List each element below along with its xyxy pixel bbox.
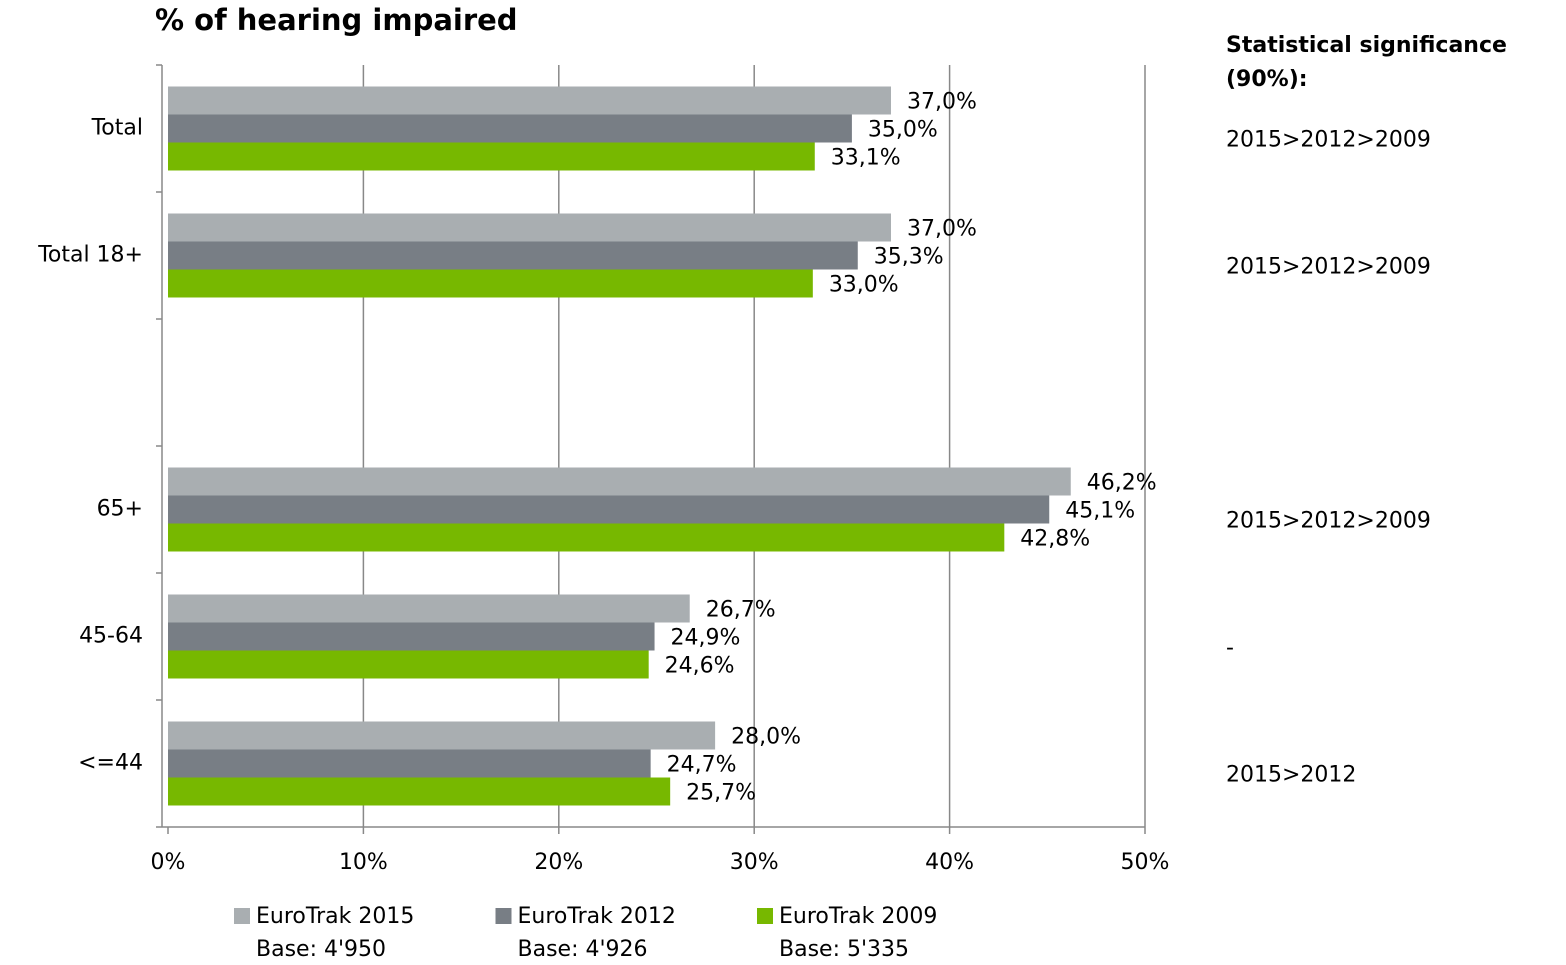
significance-label: 2015>2012>2009 [1226, 128, 1431, 153]
legend-swatch [495, 908, 512, 924]
legend-swatch [234, 908, 250, 924]
y-tick-label: <=44 [78, 751, 143, 776]
y-tick-label: 45-64 [79, 624, 143, 649]
value-label: 45,1% [1065, 499, 1135, 524]
bar [168, 523, 1005, 552]
significance-title: (90%): [1226, 67, 1308, 92]
bar [168, 749, 651, 778]
legend-base: Base: 5'335 [779, 937, 909, 962]
bar [168, 142, 815, 171]
bar [168, 86, 891, 115]
value-label: 42,8% [1020, 527, 1090, 552]
value-label: 37,0% [907, 217, 977, 242]
value-label: 24,7% [667, 753, 737, 778]
value-label: 26,7% [706, 598, 776, 623]
y-tick-label: Total [91, 116, 143, 141]
value-label: 35,0% [868, 118, 938, 143]
value-label: 33,0% [829, 273, 899, 298]
chart-title: % of hearing impaired [155, 3, 518, 37]
bar [168, 467, 1071, 496]
x-tick-label: 0% [151, 850, 186, 875]
x-tick-label: 20% [534, 850, 583, 875]
x-tick-label: 40% [925, 850, 974, 875]
value-label: 35,3% [874, 245, 944, 270]
bar [168, 269, 813, 298]
y-tick-label: 65+ [97, 497, 143, 522]
legend-swatch [757, 908, 773, 924]
value-label: 46,2% [1087, 471, 1157, 496]
y-tick-label: Total 18+ [37, 243, 143, 268]
significance-title: Statistical significance [1226, 33, 1507, 58]
significance-label: 2015>2012>2009 [1226, 509, 1431, 534]
value-label: 25,7% [686, 781, 756, 806]
bar [168, 495, 1050, 524]
value-label: 24,9% [671, 626, 741, 651]
significance-label: 2015>2012>2009 [1226, 255, 1431, 280]
bar [168, 114, 852, 143]
legend-base: Base: 4'950 [256, 937, 386, 962]
legend-label: EuroTrak 2012 [518, 904, 676, 929]
legend-label: EuroTrak 2009 [779, 904, 937, 929]
significance-label: - [1226, 636, 1234, 661]
x-tick-label: 30% [730, 850, 779, 875]
bar [168, 777, 671, 806]
bar [168, 721, 716, 750]
bar [168, 650, 649, 679]
bar [168, 213, 891, 242]
x-tick-label: 10% [339, 850, 388, 875]
x-tick-label: 50% [1121, 850, 1170, 875]
value-label: 37,0% [907, 90, 977, 115]
value-label: 28,0% [731, 725, 801, 750]
value-label: 33,1% [831, 146, 901, 171]
bar [168, 594, 690, 623]
legend-label: EuroTrak 2015 [256, 904, 414, 929]
bar [168, 622, 655, 651]
significance-label: 2015>2012 [1226, 763, 1356, 788]
value-label: 24,6% [665, 654, 735, 679]
legend-base: Base: 4'926 [518, 937, 648, 962]
bar [168, 241, 858, 270]
